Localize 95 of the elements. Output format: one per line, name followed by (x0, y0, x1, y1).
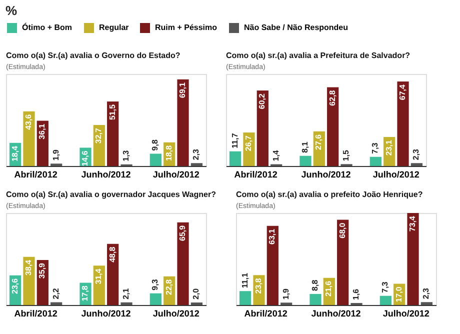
data-label: 35,9 (38, 262, 47, 279)
x-tick-label: Julho/2012 (382, 308, 430, 318)
bar (107, 101, 119, 166)
data-label: 36,1 (38, 123, 47, 140)
data-label: 18,4 (10, 145, 20, 162)
bar (107, 244, 119, 305)
bar (370, 156, 382, 166)
data-label: 48,8 (108, 246, 117, 262)
bar (190, 302, 202, 305)
bar (397, 82, 409, 166)
data-label: 17,8 (80, 285, 90, 302)
data-label: 63,1 (268, 228, 277, 244)
data-label: 60,2 (258, 93, 267, 110)
data-label: 23,1 (384, 140, 394, 156)
data-label: 1,5 (342, 149, 351, 162)
bar (50, 302, 62, 305)
data-label: 23,6 (10, 278, 20, 294)
bar (240, 291, 252, 305)
data-label: 67,4 (398, 84, 408, 100)
data-label: 68,0 (338, 222, 347, 238)
bar (256, 90, 268, 166)
bar (407, 213, 419, 305)
x-tick-label: Julho/2012 (152, 170, 200, 180)
bar (23, 111, 35, 166)
data-label: 51,5 (108, 104, 117, 120)
data-label: 23,8 (254, 278, 263, 294)
data-label: 1,4 (271, 150, 280, 162)
data-label: 22,8 (164, 278, 174, 295)
x-tick-label: Abril/2012 (14, 308, 58, 318)
data-label: 1,6 (352, 288, 361, 300)
bar (190, 163, 202, 166)
data-label: 2,1 (122, 288, 131, 300)
data-label: 69,1 (178, 82, 188, 98)
bar (300, 156, 312, 166)
data-label: 73,4 (408, 215, 418, 232)
legend-label: Não Sabe / Não Respondeu (244, 23, 348, 32)
data-label: 9,3 (150, 278, 160, 290)
chart-title: Como o(a) Sr.(a) avalia o governador Jacques Wagner? (6, 190, 216, 199)
bar (310, 294, 322, 305)
chart-title: Como o(a) sr.(a) avalia o prefeito João Henrique? (236, 190, 423, 199)
x-tick-label: Abril/2012 (14, 170, 58, 180)
data-label: 2,3 (412, 148, 421, 160)
data-label: 7,3 (380, 281, 390, 293)
data-label: 26,7 (244, 134, 253, 152)
data-label: 1,3 (122, 150, 131, 162)
legend-label: Ruim + Péssimo (155, 23, 218, 32)
bar (266, 226, 278, 305)
data-label: 27,6 (314, 134, 324, 150)
x-tick-label: Junho/2012 (81, 308, 131, 318)
data-label: 17,0 (394, 286, 404, 302)
data-label: 31,4 (94, 268, 104, 284)
bar (337, 220, 349, 305)
data-label: 65,9 (178, 224, 188, 241)
x-tick-label: Abril/2012 (244, 308, 288, 318)
data-label: 62,8 (328, 90, 337, 106)
text: % (6, 3, 18, 18)
data-label: 2,3 (422, 287, 431, 300)
data-label: 2,2 (51, 288, 60, 300)
data-label: 18,8 (164, 144, 174, 162)
legend-label: Ótimo + Bom (22, 22, 72, 32)
data-label: 8,1 (300, 141, 310, 153)
data-label: 9,8 (150, 139, 160, 151)
bar (230, 151, 242, 166)
data-label: 2,3 (192, 148, 201, 160)
x-tick-label: Junho/2012 (301, 170, 351, 180)
data-label: 1,9 (51, 148, 60, 161)
chart-title: Como o(a) sr.(a) avalia a Prefeitura de Salvador? (226, 51, 410, 60)
data-label: 11,7 (230, 132, 240, 148)
bar (327, 87, 339, 166)
legend-label: Regular (99, 23, 129, 32)
bar (177, 79, 189, 166)
bar (177, 222, 189, 305)
bar (380, 296, 392, 305)
bar (420, 302, 432, 305)
x-tick-label: Julho/2012 (372, 170, 420, 180)
data-label: 14,6 (80, 150, 90, 166)
data-label: 11,1 (240, 272, 250, 288)
data-label: 7,3 (370, 142, 380, 154)
bar (410, 163, 422, 166)
data-label: 43,6 (24, 114, 33, 130)
bar (120, 302, 132, 305)
data-label: 1,9 (281, 288, 290, 300)
chart-title: Como o(a) Sr.(a) avalia o Governo do Estado? (6, 51, 180, 60)
data-label: 2,0 (192, 288, 201, 300)
x-tick-label: Abril/2012 (234, 170, 278, 180)
bar (23, 256, 35, 305)
data-label: 32,7 (94, 127, 104, 144)
data-label: 38,4 (24, 259, 33, 276)
bar (150, 293, 162, 305)
data-label: 8,8 (310, 279, 320, 291)
x-tick-label: Junho/2012 (81, 170, 131, 180)
x-tick-label: Junho/2012 (311, 308, 361, 318)
x-tick-label: Julho/2012 (152, 308, 200, 318)
data-label: 21,6 (324, 280, 334, 297)
bar (150, 154, 162, 166)
